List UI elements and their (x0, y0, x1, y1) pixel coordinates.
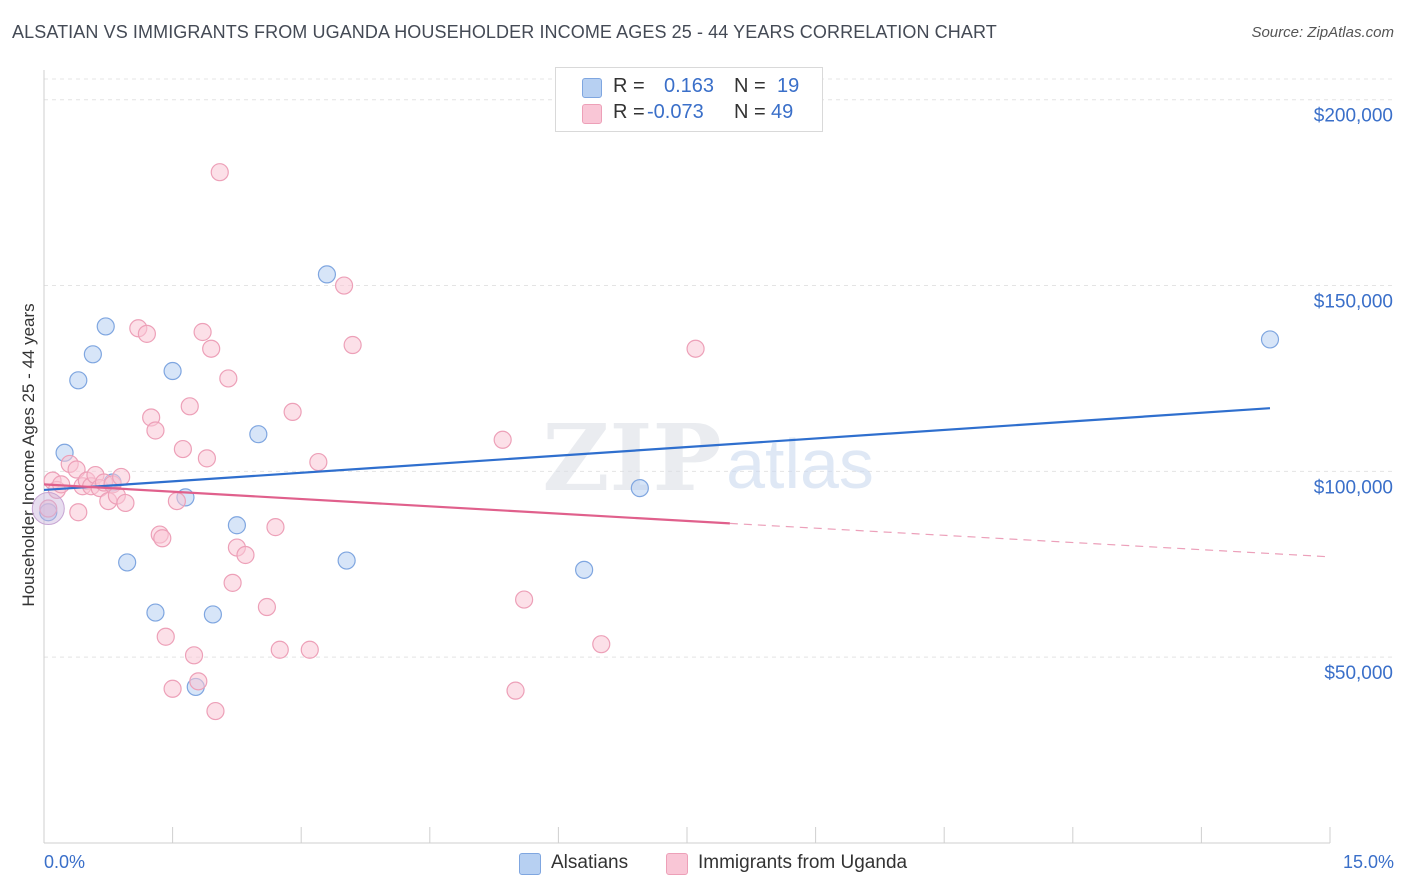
point-uganda (300, 640, 319, 659)
point-cluster (31, 492, 65, 526)
point-uganda (223, 573, 242, 592)
legend-label-uganda: Immigrants from Uganda (698, 852, 908, 873)
correlation-legend: R = 0.163 N = 19 R = -0.073 N = 49 (555, 67, 823, 132)
series-legend: Alsatians Immigrants from Uganda (0, 852, 1406, 878)
point-uganda (156, 627, 175, 646)
point-uganda (686, 339, 705, 358)
legend-r-label: R = (613, 75, 645, 97)
y-tick-label: $150,000 (1314, 292, 1393, 313)
point-alsatians (227, 516, 246, 535)
point-uganda (257, 597, 277, 617)
point-alsatians (1260, 330, 1280, 349)
legend-r-value: -0.073 (647, 101, 704, 123)
point-uganda (197, 449, 216, 468)
point-uganda (146, 421, 165, 440)
legend-swatch-pink (582, 104, 602, 124)
y-tick-label: $100,000 (1314, 477, 1393, 498)
x-tick-label-max: 15.0% (1342, 852, 1394, 872)
point-alsatians (337, 551, 356, 570)
point-uganda (153, 529, 172, 548)
point-uganda (210, 163, 229, 182)
point-alsatians (203, 605, 222, 624)
y-tick-label: $200,000 (1314, 106, 1393, 127)
legend-swatch-blue (582, 78, 602, 98)
point-uganda (309, 452, 328, 472)
point-uganda (163, 679, 182, 698)
point-alsatians (83, 345, 102, 364)
legend-swatch-pink (666, 853, 688, 875)
point-uganda (515, 590, 534, 609)
legend-n-value: 19 (777, 75, 800, 97)
legend-label-alsatians: Alsatians (551, 852, 629, 873)
point-uganda (69, 503, 88, 522)
point-uganda (193, 322, 212, 342)
axes (43, 70, 1331, 844)
point-uganda (173, 439, 192, 459)
legend-r-label: R = (613, 101, 645, 123)
watermark-zip: ZIP (542, 404, 721, 512)
source-label: Source: ZipAtlas.com (1251, 24, 1394, 41)
point-uganda (506, 681, 525, 700)
point-alsatians (69, 371, 88, 390)
point-uganda (236, 545, 255, 565)
point-uganda (180, 397, 199, 416)
gridlines (44, 78, 1395, 658)
point-uganda (343, 335, 362, 355)
watermark-atlas: atlas (726, 425, 874, 503)
point-alsatians (146, 603, 165, 622)
point-uganda (270, 640, 289, 659)
trend-lines (43, 407, 1331, 558)
point-uganda (167, 491, 186, 511)
trend-line-uganda-extension (729, 522, 1331, 558)
point-alsatians (96, 317, 115, 336)
point-alsatians (249, 425, 268, 444)
point-uganda (184, 646, 204, 665)
point-uganda (189, 672, 208, 691)
point-uganda (206, 701, 225, 721)
point-uganda (283, 402, 302, 422)
point-uganda (67, 460, 86, 479)
point-uganda (334, 276, 354, 295)
point-alsatians (163, 361, 182, 381)
point-uganda (39, 499, 58, 518)
point-alsatians (118, 553, 137, 572)
point-alsatians (630, 478, 649, 498)
point-alsatians (317, 265, 337, 284)
legend-row-alsatians: R = 0.163 N = 19 (556, 75, 822, 101)
y-tick-labels: $50,000 $100,000 $150,000 $200,000 (1314, 106, 1393, 684)
legend-swatch-blue (519, 853, 541, 875)
point-uganda (137, 324, 156, 343)
chart-title: ALSATIAN VS IMMIGRANTS FROM UGANDA HOUSE… (12, 22, 997, 42)
point-uganda (266, 518, 285, 537)
legend-n-label: N = (734, 75, 766, 97)
y-tick-label: $50,000 (1324, 663, 1393, 684)
trend-line-alsatians (43, 407, 1271, 492)
point-uganda (493, 430, 512, 449)
legend-n-value: 49 (771, 101, 794, 123)
point-uganda (202, 339, 221, 358)
point-uganda (116, 493, 135, 513)
trend-line-uganda (43, 483, 730, 525)
x-tick-label-min: 0.0% (44, 852, 86, 872)
point-alsatians (575, 560, 594, 579)
legend-n-label: N = (734, 101, 766, 123)
point-uganda (592, 635, 611, 654)
point-uganda (112, 467, 131, 487)
legend-row-uganda: R = -0.073 N = 49 (556, 101, 822, 127)
point-uganda (219, 369, 238, 388)
legend-r-value: 0.163 (664, 75, 715, 97)
watermark: ZIP atlas (542, 404, 874, 512)
